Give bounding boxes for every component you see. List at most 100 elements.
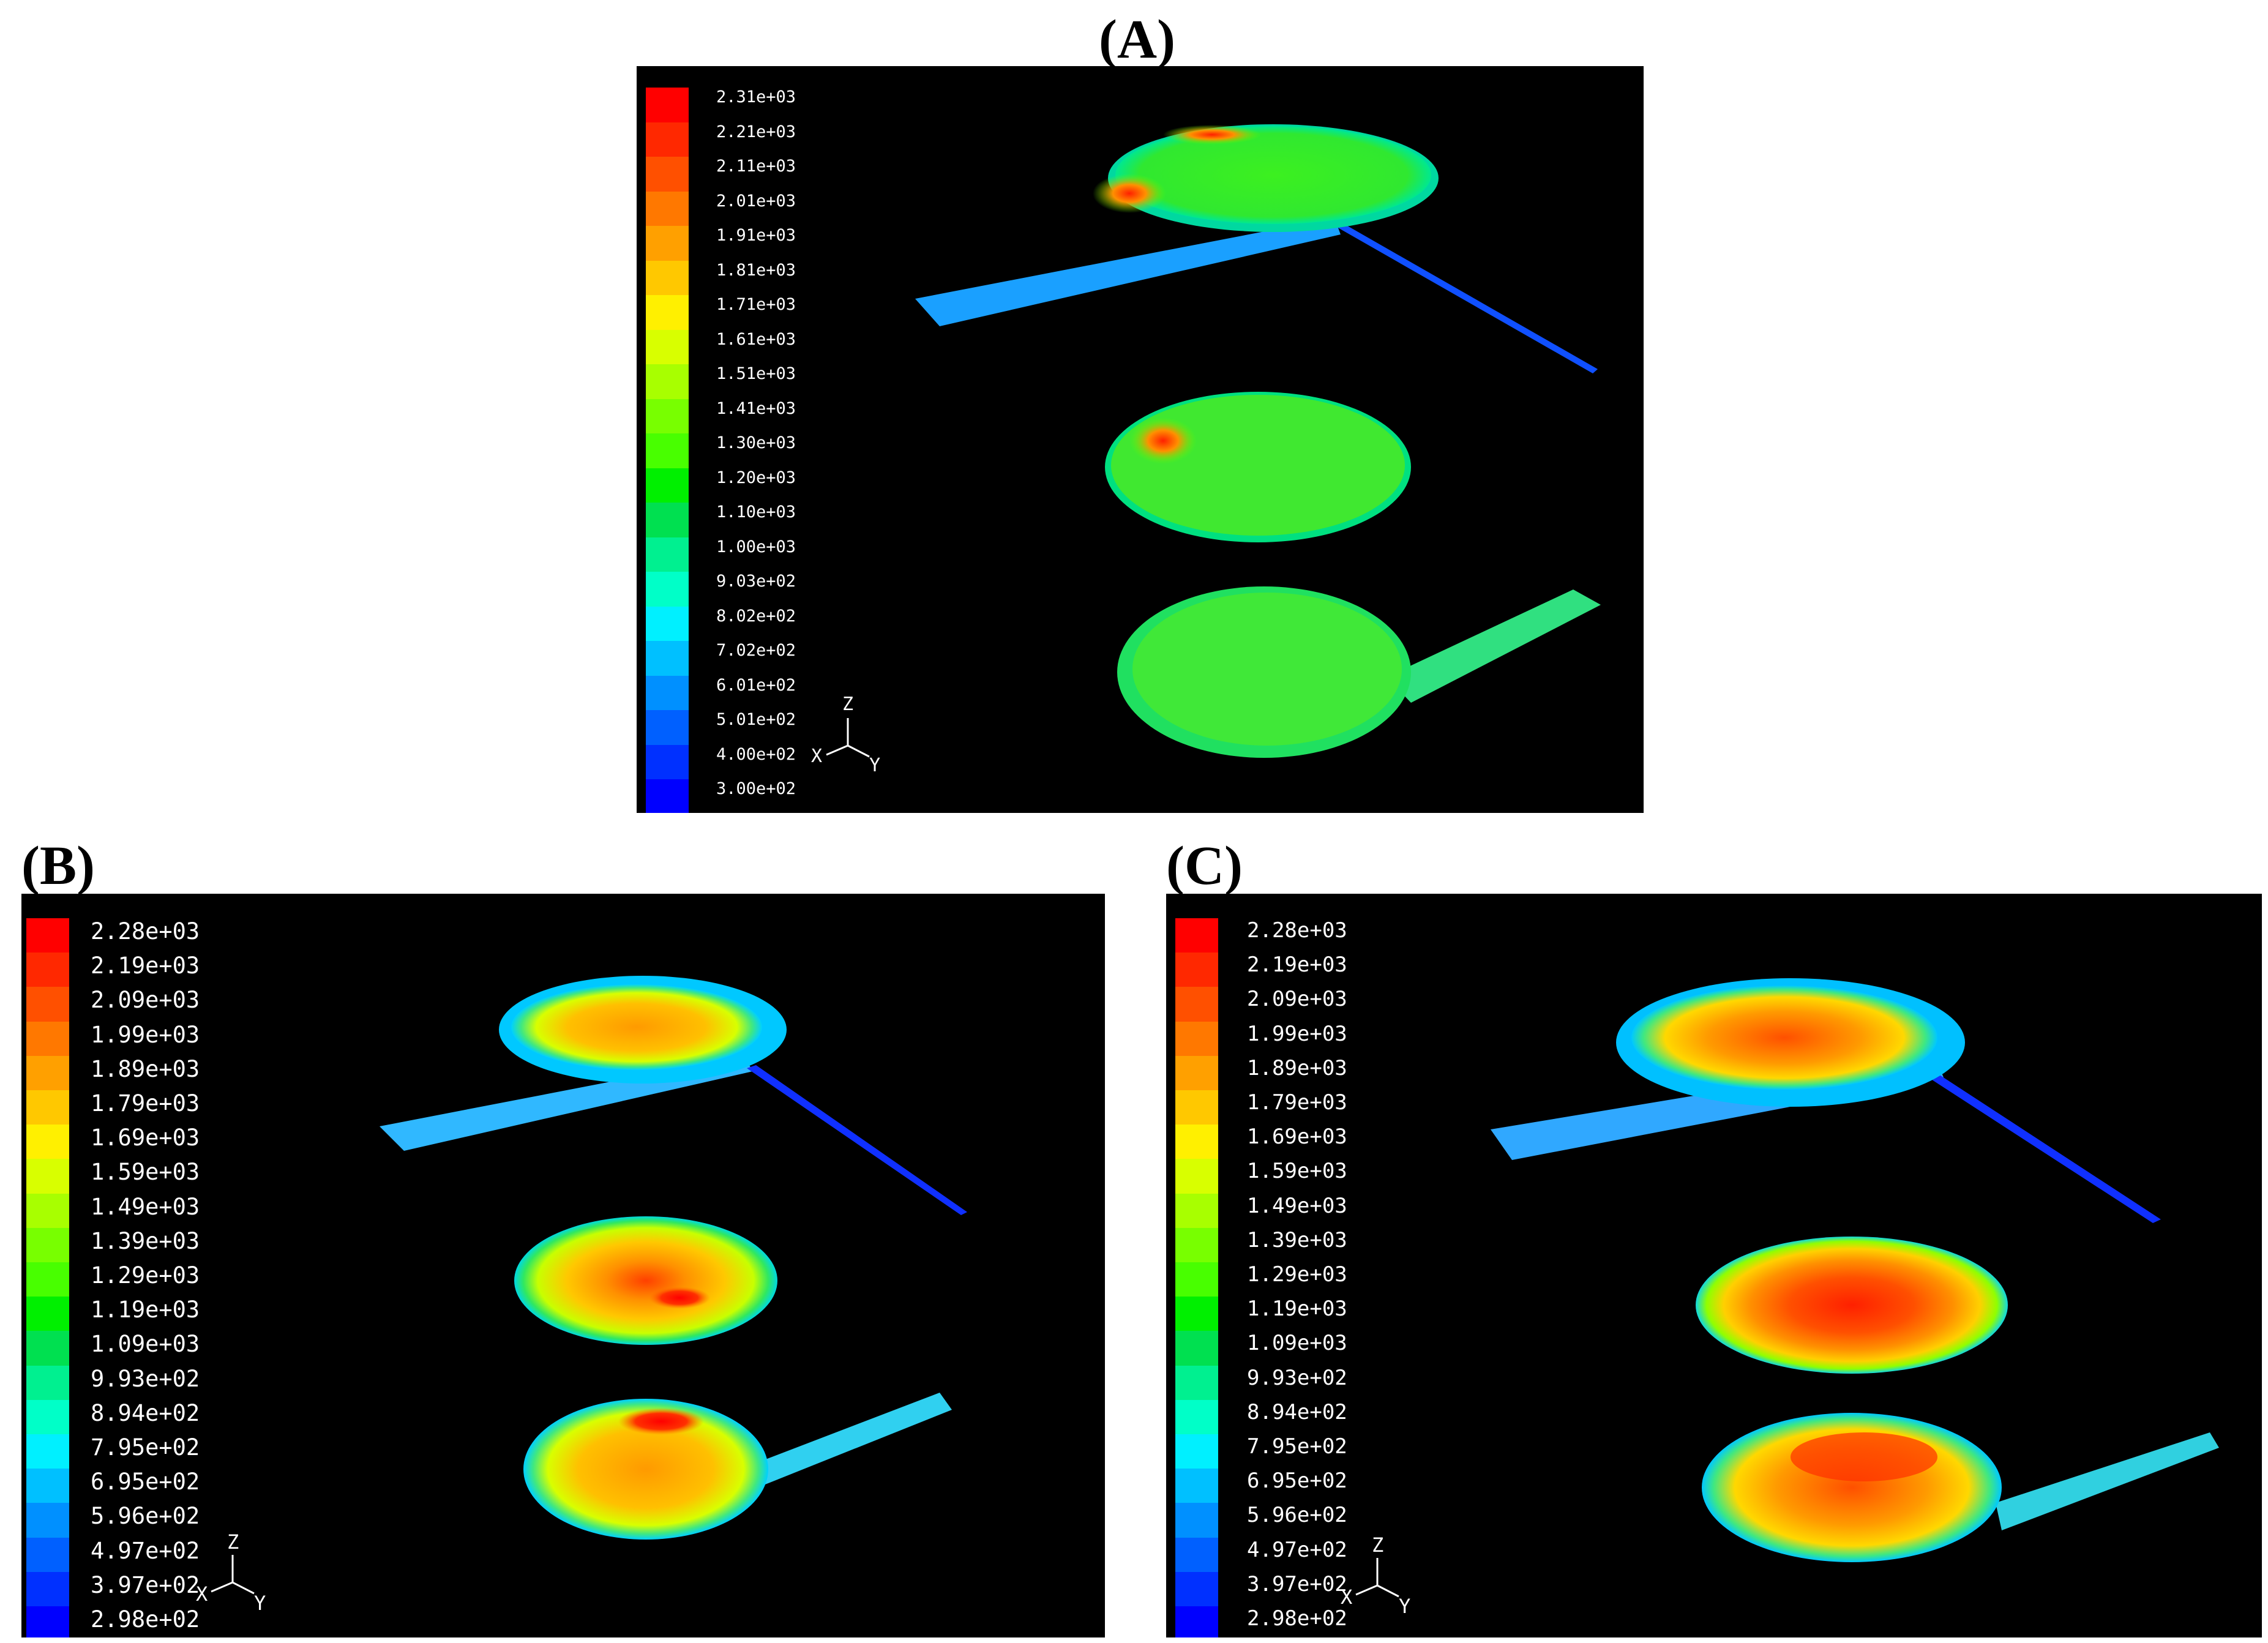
legend-value: 1.00e+03 bbox=[716, 537, 796, 556]
legend-swatch bbox=[646, 779, 689, 813]
contour-plot-a: 2.31e+03 2.21e+03 2.11e+03 2.01e+03 1.91e+03… bbox=[637, 66, 1644, 813]
axis-label-y: Y bbox=[869, 755, 881, 776]
legend-swatch bbox=[1175, 1606, 1218, 1637]
bottom-duct-a bbox=[1387, 589, 1601, 703]
legend-swatch bbox=[26, 1503, 69, 1538]
legend-value: 2.21e+03 bbox=[716, 122, 796, 141]
legend-swatch bbox=[1175, 1503, 1218, 1538]
middle-plate-c bbox=[1696, 1237, 2008, 1374]
legend-value: 7.95e+02 bbox=[1247, 1434, 1347, 1459]
legend-value: 2.28e+03 bbox=[1247, 918, 1347, 943]
legend-value: 1.10e+03 bbox=[716, 503, 796, 522]
legend-value: 8.94e+02 bbox=[91, 1399, 200, 1426]
axis-label-z: Z bbox=[227, 1530, 239, 1554]
legend-swatch bbox=[26, 1606, 69, 1637]
legend-value: 1.71e+03 bbox=[716, 295, 796, 314]
legend-swatch bbox=[646, 295, 689, 330]
legend-swatch bbox=[1175, 1159, 1218, 1194]
legend-value: 1.39e+03 bbox=[91, 1227, 200, 1254]
legend-swatch bbox=[646, 744, 689, 780]
axis-lines bbox=[211, 1555, 255, 1595]
axis-lines bbox=[826, 718, 870, 758]
legend-value: 1.59e+03 bbox=[1247, 1159, 1347, 1184]
legend-value: 6.95e+02 bbox=[1247, 1469, 1347, 1494]
legend-swatch bbox=[26, 1399, 69, 1435]
legend-value: 1.39e+03 bbox=[1247, 1227, 1347, 1252]
legend-value: 8.94e+02 bbox=[1247, 1399, 1347, 1424]
legend-swatch bbox=[1175, 1090, 1218, 1125]
legend-swatch bbox=[26, 1125, 69, 1160]
legend-swatch bbox=[26, 1262, 69, 1297]
legend-value: 2.19e+03 bbox=[91, 952, 200, 979]
legend-swatch bbox=[1175, 1262, 1218, 1297]
legend-swatch bbox=[1175, 1021, 1218, 1057]
bottom-duct-c bbox=[1996, 1432, 2219, 1530]
legend-swatch bbox=[646, 88, 689, 122]
legend-value: 1.99e+03 bbox=[91, 1021, 200, 1048]
legend-value: 5.01e+02 bbox=[716, 710, 796, 729]
legend-swatch bbox=[26, 1297, 69, 1332]
legend-value: 5.96e+02 bbox=[1247, 1503, 1347, 1528]
legend-value: 1.89e+03 bbox=[91, 1055, 200, 1082]
legend-swatch bbox=[26, 1469, 69, 1504]
legend-value: 1.29e+03 bbox=[91, 1262, 200, 1289]
legend-swatch bbox=[1175, 1469, 1218, 1504]
legend-swatch bbox=[26, 987, 69, 1022]
legend-swatch bbox=[1175, 1227, 1218, 1263]
legend-value: 1.91e+03 bbox=[716, 226, 796, 245]
legend-value: 2.98e+02 bbox=[91, 1606, 200, 1633]
legend-swatch bbox=[646, 260, 689, 296]
legend-swatch bbox=[646, 537, 689, 572]
legend-swatch bbox=[646, 433, 689, 468]
bottom-plate-b bbox=[523, 1399, 768, 1540]
legend-value: 8.02e+02 bbox=[716, 606, 796, 626]
legend-value: 6.95e+02 bbox=[91, 1469, 200, 1495]
geometry-c bbox=[1491, 978, 2219, 1562]
legend-swatch bbox=[646, 606, 689, 642]
legend-swatch bbox=[1175, 1125, 1218, 1160]
legend-value: 1.09e+03 bbox=[91, 1331, 200, 1358]
legend-swatch bbox=[26, 1021, 69, 1057]
legend-swatch bbox=[646, 641, 689, 676]
legend-value: 2.98e+02 bbox=[1247, 1606, 1347, 1631]
panel-c-label: (C) bbox=[1166, 836, 1243, 896]
legend-value: 9.93e+02 bbox=[1247, 1365, 1347, 1390]
legend-swatch bbox=[646, 572, 689, 607]
legend-value: 1.79e+03 bbox=[1247, 1090, 1347, 1115]
legend-value: 7.02e+02 bbox=[716, 641, 796, 660]
outlet-pipe-a bbox=[1328, 219, 1598, 373]
legend-value: 5.96e+02 bbox=[91, 1503, 200, 1530]
legend-swatch bbox=[26, 1331, 69, 1366]
legend-value: 1.09e+03 bbox=[1247, 1331, 1347, 1356]
geometry-b bbox=[380, 976, 967, 1540]
legend-value: 3.00e+02 bbox=[716, 779, 796, 798]
axis-lines bbox=[1355, 1558, 1399, 1598]
legend-value: 1.69e+03 bbox=[91, 1125, 200, 1151]
legend-swatch bbox=[646, 122, 689, 157]
legend-value: 9.93e+02 bbox=[91, 1365, 200, 1392]
legend-value: 9.03e+02 bbox=[716, 572, 796, 591]
legend-swatch bbox=[646, 226, 689, 261]
legend-value: 1.99e+03 bbox=[1247, 1021, 1347, 1046]
axis-label-x: X bbox=[811, 746, 823, 767]
legend-swatch bbox=[646, 364, 689, 399]
legend-swatch bbox=[1175, 1297, 1218, 1332]
legend-value: 1.79e+03 bbox=[91, 1090, 200, 1117]
axis-label-z: Z bbox=[842, 694, 854, 715]
legend-swatch bbox=[1175, 952, 1218, 988]
legend-swatch bbox=[1175, 918, 1218, 953]
legend-value: 4.97e+02 bbox=[91, 1537, 200, 1564]
contour-plot-b: 2.28e+03 2.19e+03 2.09e+03 1.99e+03 1.89e+03… bbox=[21, 894, 1105, 1637]
legend-value: 1.20e+03 bbox=[716, 468, 796, 487]
legend-value: 2.19e+03 bbox=[1247, 952, 1347, 978]
axis-label-z: Z bbox=[1372, 1533, 1384, 1557]
legend-value: 3.97e+02 bbox=[1247, 1571, 1347, 1596]
legend-value: 1.19e+03 bbox=[91, 1297, 200, 1323]
legend-swatch bbox=[1175, 1399, 1218, 1435]
legend-swatch bbox=[1175, 987, 1218, 1022]
legend-value: 1.81e+03 bbox=[716, 260, 796, 280]
legend-swatch bbox=[1175, 1365, 1218, 1401]
legend-swatch bbox=[26, 1055, 69, 1091]
geometry-a bbox=[915, 124, 1601, 758]
axis-label-x: X bbox=[196, 1582, 208, 1606]
